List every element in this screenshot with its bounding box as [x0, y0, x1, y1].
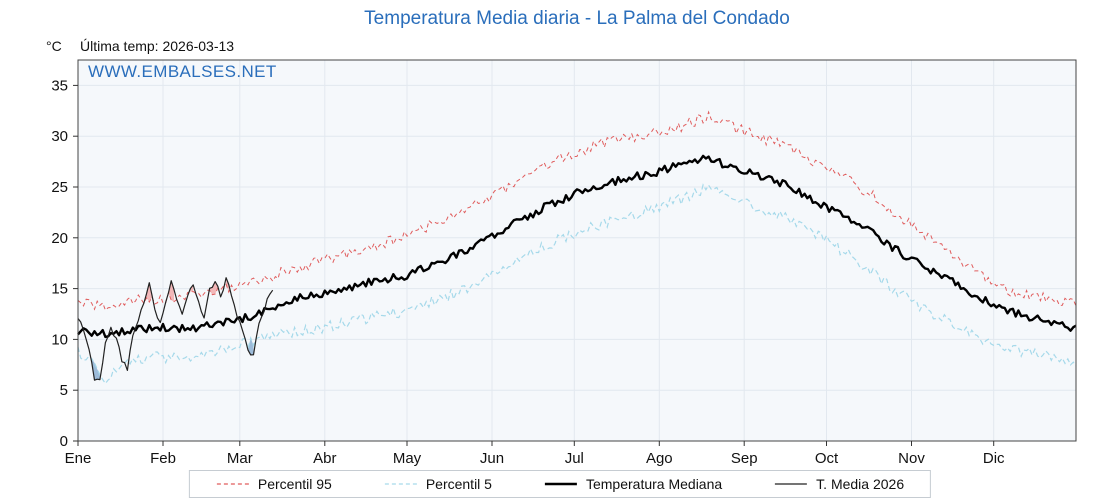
legend-item-mediana: Temperatura Mediana [544, 476, 722, 492]
legend-label: Percentil 95 [257, 476, 332, 492]
svg-text:Jul: Jul [565, 450, 584, 467]
svg-text:May: May [393, 450, 422, 467]
svg-text:35: 35 [51, 77, 68, 94]
legend-label: T. Media 2026 [816, 476, 905, 492]
svg-text:Dic: Dic [983, 450, 1005, 467]
svg-text:10: 10 [51, 331, 68, 348]
svg-text:Nov: Nov [898, 450, 925, 467]
last-temp-label: Última temp: 2026-03-13 [80, 38, 235, 54]
mediana-line-sample [544, 482, 577, 486]
percentil95-line-sample [216, 483, 249, 485]
svg-text:Ago: Ago [646, 450, 673, 467]
percentil5-line-sample [384, 483, 417, 485]
legend-label: Temperatura Mediana [585, 476, 723, 492]
svg-text:Mar: Mar [227, 450, 253, 467]
y-axis-units-label: °C [46, 38, 62, 54]
svg-text:0: 0 [60, 433, 68, 450]
watermark-text: WWW.EMBALSES.NET [88, 62, 277, 81]
chart-title: Temperatura Media diaria - La Palma del … [364, 8, 790, 29]
svg-text:Oct: Oct [815, 450, 839, 467]
legend-item-percentil5: Percentil 5 [384, 476, 492, 492]
svg-text:5: 5 [60, 382, 68, 399]
svg-text:Ene: Ene [65, 450, 92, 467]
svg-text:30: 30 [51, 128, 68, 145]
legend-item-percentil95: Percentil 95 [216, 476, 332, 492]
svg-text:25: 25 [51, 179, 68, 196]
svg-text:Sep: Sep [731, 450, 758, 467]
svg-text:15: 15 [51, 281, 68, 298]
legend-item-tmedia2026: T. Media 2026 [774, 476, 904, 492]
svg-text:20: 20 [51, 230, 68, 247]
tmedia2026-line-sample [775, 483, 808, 485]
svg-text:Abr: Abr [313, 450, 336, 467]
chart-legend: Percentil 95 Percentil 5 Temperatura Med… [188, 470, 932, 498]
svg-text:Jun: Jun [480, 450, 504, 467]
legend-label: Percentil 5 [425, 476, 492, 492]
svg-text:Feb: Feb [150, 450, 176, 467]
